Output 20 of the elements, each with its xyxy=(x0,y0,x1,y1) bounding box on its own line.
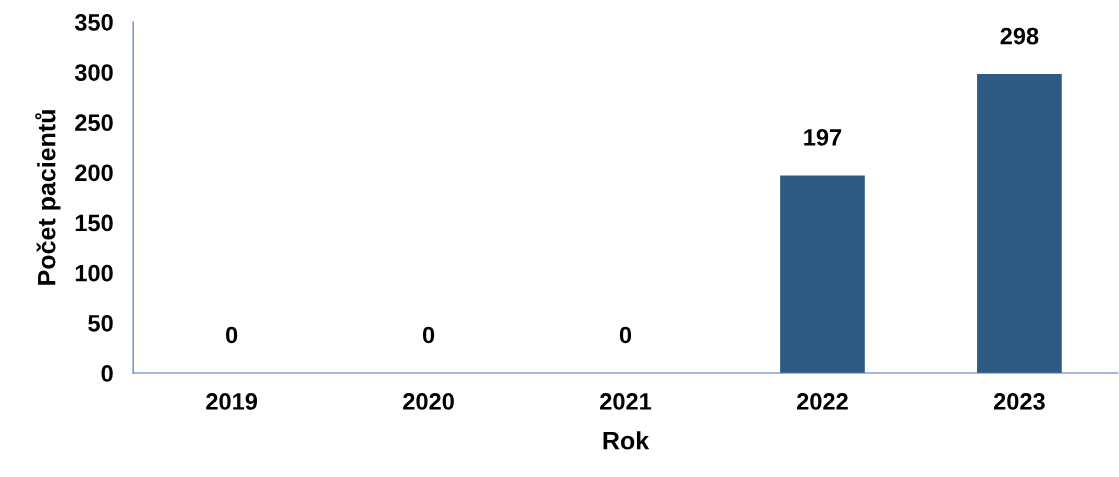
y-tick-label: 0 xyxy=(101,365,113,382)
data-label: 0 xyxy=(619,326,632,344)
y-tick-label: 350 xyxy=(74,14,113,31)
x-tick-label: 2022 xyxy=(797,393,848,410)
x-tick-label: 2020 xyxy=(403,393,454,410)
y-tick-label: 250 xyxy=(75,114,113,132)
data-label: 0 xyxy=(422,326,435,344)
y-tick-label: 150 xyxy=(75,214,113,232)
x-axis-title: Rok xyxy=(603,431,650,450)
x-tick-label: 2021 xyxy=(600,393,652,410)
data-label: 197 xyxy=(804,129,842,146)
y-tick-label: 100 xyxy=(75,264,113,282)
x-tick-label: 2023 xyxy=(993,393,1045,410)
y-tick-label: 200 xyxy=(75,164,113,182)
x-tick-label: 2019 xyxy=(206,393,258,410)
y-tick-label: 50 xyxy=(88,314,113,332)
data-label: 0 xyxy=(226,326,238,344)
y-axis-title: Počet pacientů xyxy=(35,110,61,285)
y-tick-label: 300 xyxy=(74,64,113,81)
data-label: 298 xyxy=(1000,27,1039,45)
